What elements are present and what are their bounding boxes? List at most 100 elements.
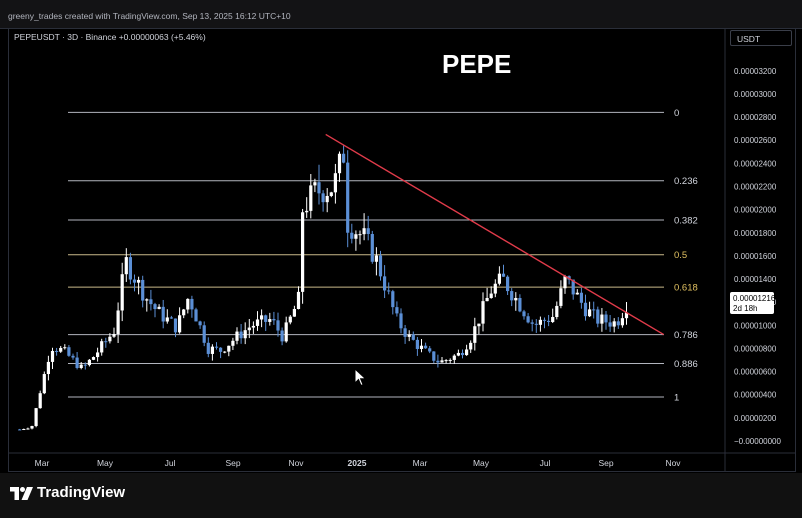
- chart-frame[interactable]: [8, 28, 796, 472]
- candle-body: [251, 325, 255, 328]
- tradingview-logo[interactable]: TradingView: [10, 484, 125, 501]
- candles: [18, 144, 629, 431]
- price-tick-label: 0.00001600: [734, 252, 777, 261]
- candle-body: [145, 299, 149, 301]
- time-tick-label: Jul: [540, 458, 551, 468]
- candle-body: [128, 257, 132, 280]
- candle-body: [55, 350, 59, 352]
- candle-body: [124, 257, 128, 275]
- candle-body: [608, 322, 612, 327]
- candle-body: [346, 162, 350, 233]
- candle-body: [317, 182, 321, 194]
- candle-body: [440, 360, 444, 363]
- candle-body: [264, 315, 268, 322]
- candle-body: [547, 320, 551, 322]
- candle-body: [239, 331, 243, 339]
- candle-body: [42, 374, 46, 394]
- time-tick-label: Mar: [35, 458, 50, 468]
- candle-body: [501, 273, 506, 277]
- candle-body: [469, 342, 473, 350]
- candle-body: [538, 319, 542, 325]
- candle-body: [301, 212, 305, 292]
- price-tick-label: 0.00000800: [734, 344, 777, 353]
- candle-body: [219, 347, 223, 352]
- candle-body: [288, 316, 292, 323]
- candle-body: [374, 255, 378, 262]
- candle-body: [387, 290, 391, 292]
- candle-body: [59, 347, 63, 352]
- candle-body: [444, 360, 448, 362]
- price-tick-label: 0.00003200: [734, 67, 777, 76]
- time-tick-label: Jul: [165, 458, 176, 468]
- symbol-legend[interactable]: PEPEUSDT · 3D · Binance +0.00000063 (+5.…: [14, 32, 206, 42]
- candle-body: [71, 355, 75, 358]
- candle-body: [18, 429, 22, 431]
- candle-body: [272, 319, 276, 321]
- candle-body: [313, 182, 317, 186]
- fib-label-0.382: 0.382: [674, 216, 698, 227]
- time-tick-label: May: [473, 458, 490, 468]
- candle-body: [38, 393, 42, 409]
- candle-body: [485, 297, 489, 302]
- fib-label-0: 0: [674, 108, 679, 119]
- candle-body: [436, 360, 440, 363]
- candle-body: [477, 323, 481, 327]
- candle-body: [624, 312, 629, 319]
- candle-body: [542, 319, 547, 321]
- candle-body: [456, 352, 460, 356]
- candle-body: [600, 314, 604, 324]
- candle-body: [592, 309, 596, 311]
- fib-label-1: 1: [674, 393, 679, 404]
- candle-body: [362, 228, 366, 235]
- candle-body: [419, 345, 424, 349]
- price-tick-label: 0.00002000: [734, 206, 777, 215]
- last-price-label: 0.00001216 2d 18h: [730, 292, 775, 314]
- candle-body: [243, 330, 247, 339]
- candle-body: [424, 345, 428, 349]
- candle-body: [510, 291, 514, 301]
- candle-body: [616, 321, 620, 326]
- candle-body: [50, 350, 55, 362]
- price-tick-label: 0.00002600: [734, 136, 777, 145]
- separators: [8, 28, 796, 472]
- time-tick-label: May: [97, 458, 114, 468]
- time-tick-label: Nov: [665, 458, 681, 468]
- candle-body: [182, 309, 186, 316]
- candle-body: [116, 310, 120, 335]
- candle-body: [452, 355, 456, 360]
- candle-body: [596, 309, 600, 324]
- candle-body: [173, 318, 178, 333]
- currency-selector[interactable]: USDT: [730, 30, 792, 46]
- candle-body: [202, 325, 206, 343]
- price-tick-label: 0.00000200: [734, 414, 777, 423]
- candle-body: [83, 364, 87, 366]
- candle-body: [46, 361, 50, 375]
- candle-body: [350, 232, 354, 239]
- candle-body: [67, 347, 71, 356]
- candle-body: [210, 346, 214, 354]
- bar-countdown: 2d 18h: [733, 304, 758, 313]
- candle-body: [309, 185, 313, 211]
- candle-body: [428, 348, 432, 352]
- candle-body: [514, 298, 518, 301]
- candle-body: [161, 306, 165, 322]
- candle-body: [583, 302, 588, 317]
- candle-body: [358, 234, 362, 236]
- candle-body: [75, 357, 79, 368]
- tradingview-wordmark: TradingView: [37, 484, 126, 501]
- candle-body: [604, 314, 608, 323]
- candle-body: [91, 357, 96, 360]
- candle-body: [198, 321, 202, 326]
- candle-body: [186, 298, 190, 310]
- time-tick-label: 2025: [348, 458, 367, 468]
- candle-body: [178, 315, 182, 333]
- candle-body: [157, 306, 161, 310]
- candle-body: [149, 299, 153, 305]
- candle-body: [63, 347, 67, 349]
- candle-body: [26, 428, 30, 430]
- price-axis: 0.00003200 0.00003000 0.00002800 0.00002600…: [734, 67, 781, 446]
- candle-body: [518, 298, 522, 312]
- candle-body: [333, 173, 337, 193]
- candle-body: [395, 307, 399, 314]
